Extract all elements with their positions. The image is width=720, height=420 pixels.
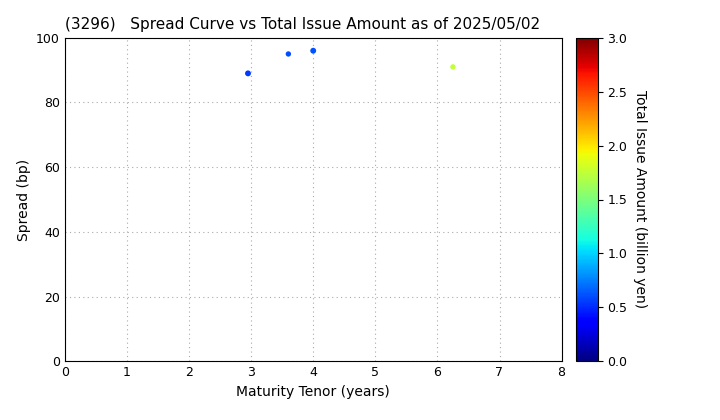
Y-axis label: Spread (bp): Spread (bp) xyxy=(17,158,30,241)
Point xyxy=(307,47,319,54)
X-axis label: Maturity Tenor (years): Maturity Tenor (years) xyxy=(236,385,390,399)
Y-axis label: Total Issue Amount (billion yen): Total Issue Amount (billion yen) xyxy=(633,90,647,309)
Point xyxy=(447,63,459,70)
Point xyxy=(242,70,253,77)
Text: (3296)   Spread Curve vs Total Issue Amount as of 2025/05/02: (3296) Spread Curve vs Total Issue Amoun… xyxy=(65,18,540,32)
Point xyxy=(282,50,294,57)
